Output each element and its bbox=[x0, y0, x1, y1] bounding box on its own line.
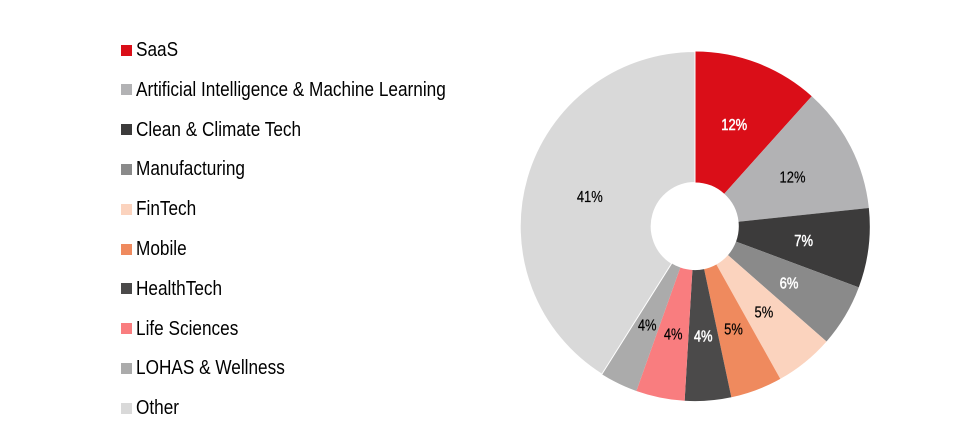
svg-text:41%: 41% bbox=[577, 189, 603, 207]
svg-text:4%: 4% bbox=[638, 318, 657, 336]
svg-text:7%: 7% bbox=[794, 233, 813, 251]
svg-text:6%: 6% bbox=[780, 275, 799, 293]
svg-text:12%: 12% bbox=[721, 117, 747, 135]
svg-text:5%: 5% bbox=[724, 322, 743, 340]
svg-text:5%: 5% bbox=[755, 304, 774, 322]
svg-text:12%: 12% bbox=[780, 169, 806, 187]
svg-text:4%: 4% bbox=[694, 328, 713, 346]
svg-text:4%: 4% bbox=[664, 326, 683, 344]
